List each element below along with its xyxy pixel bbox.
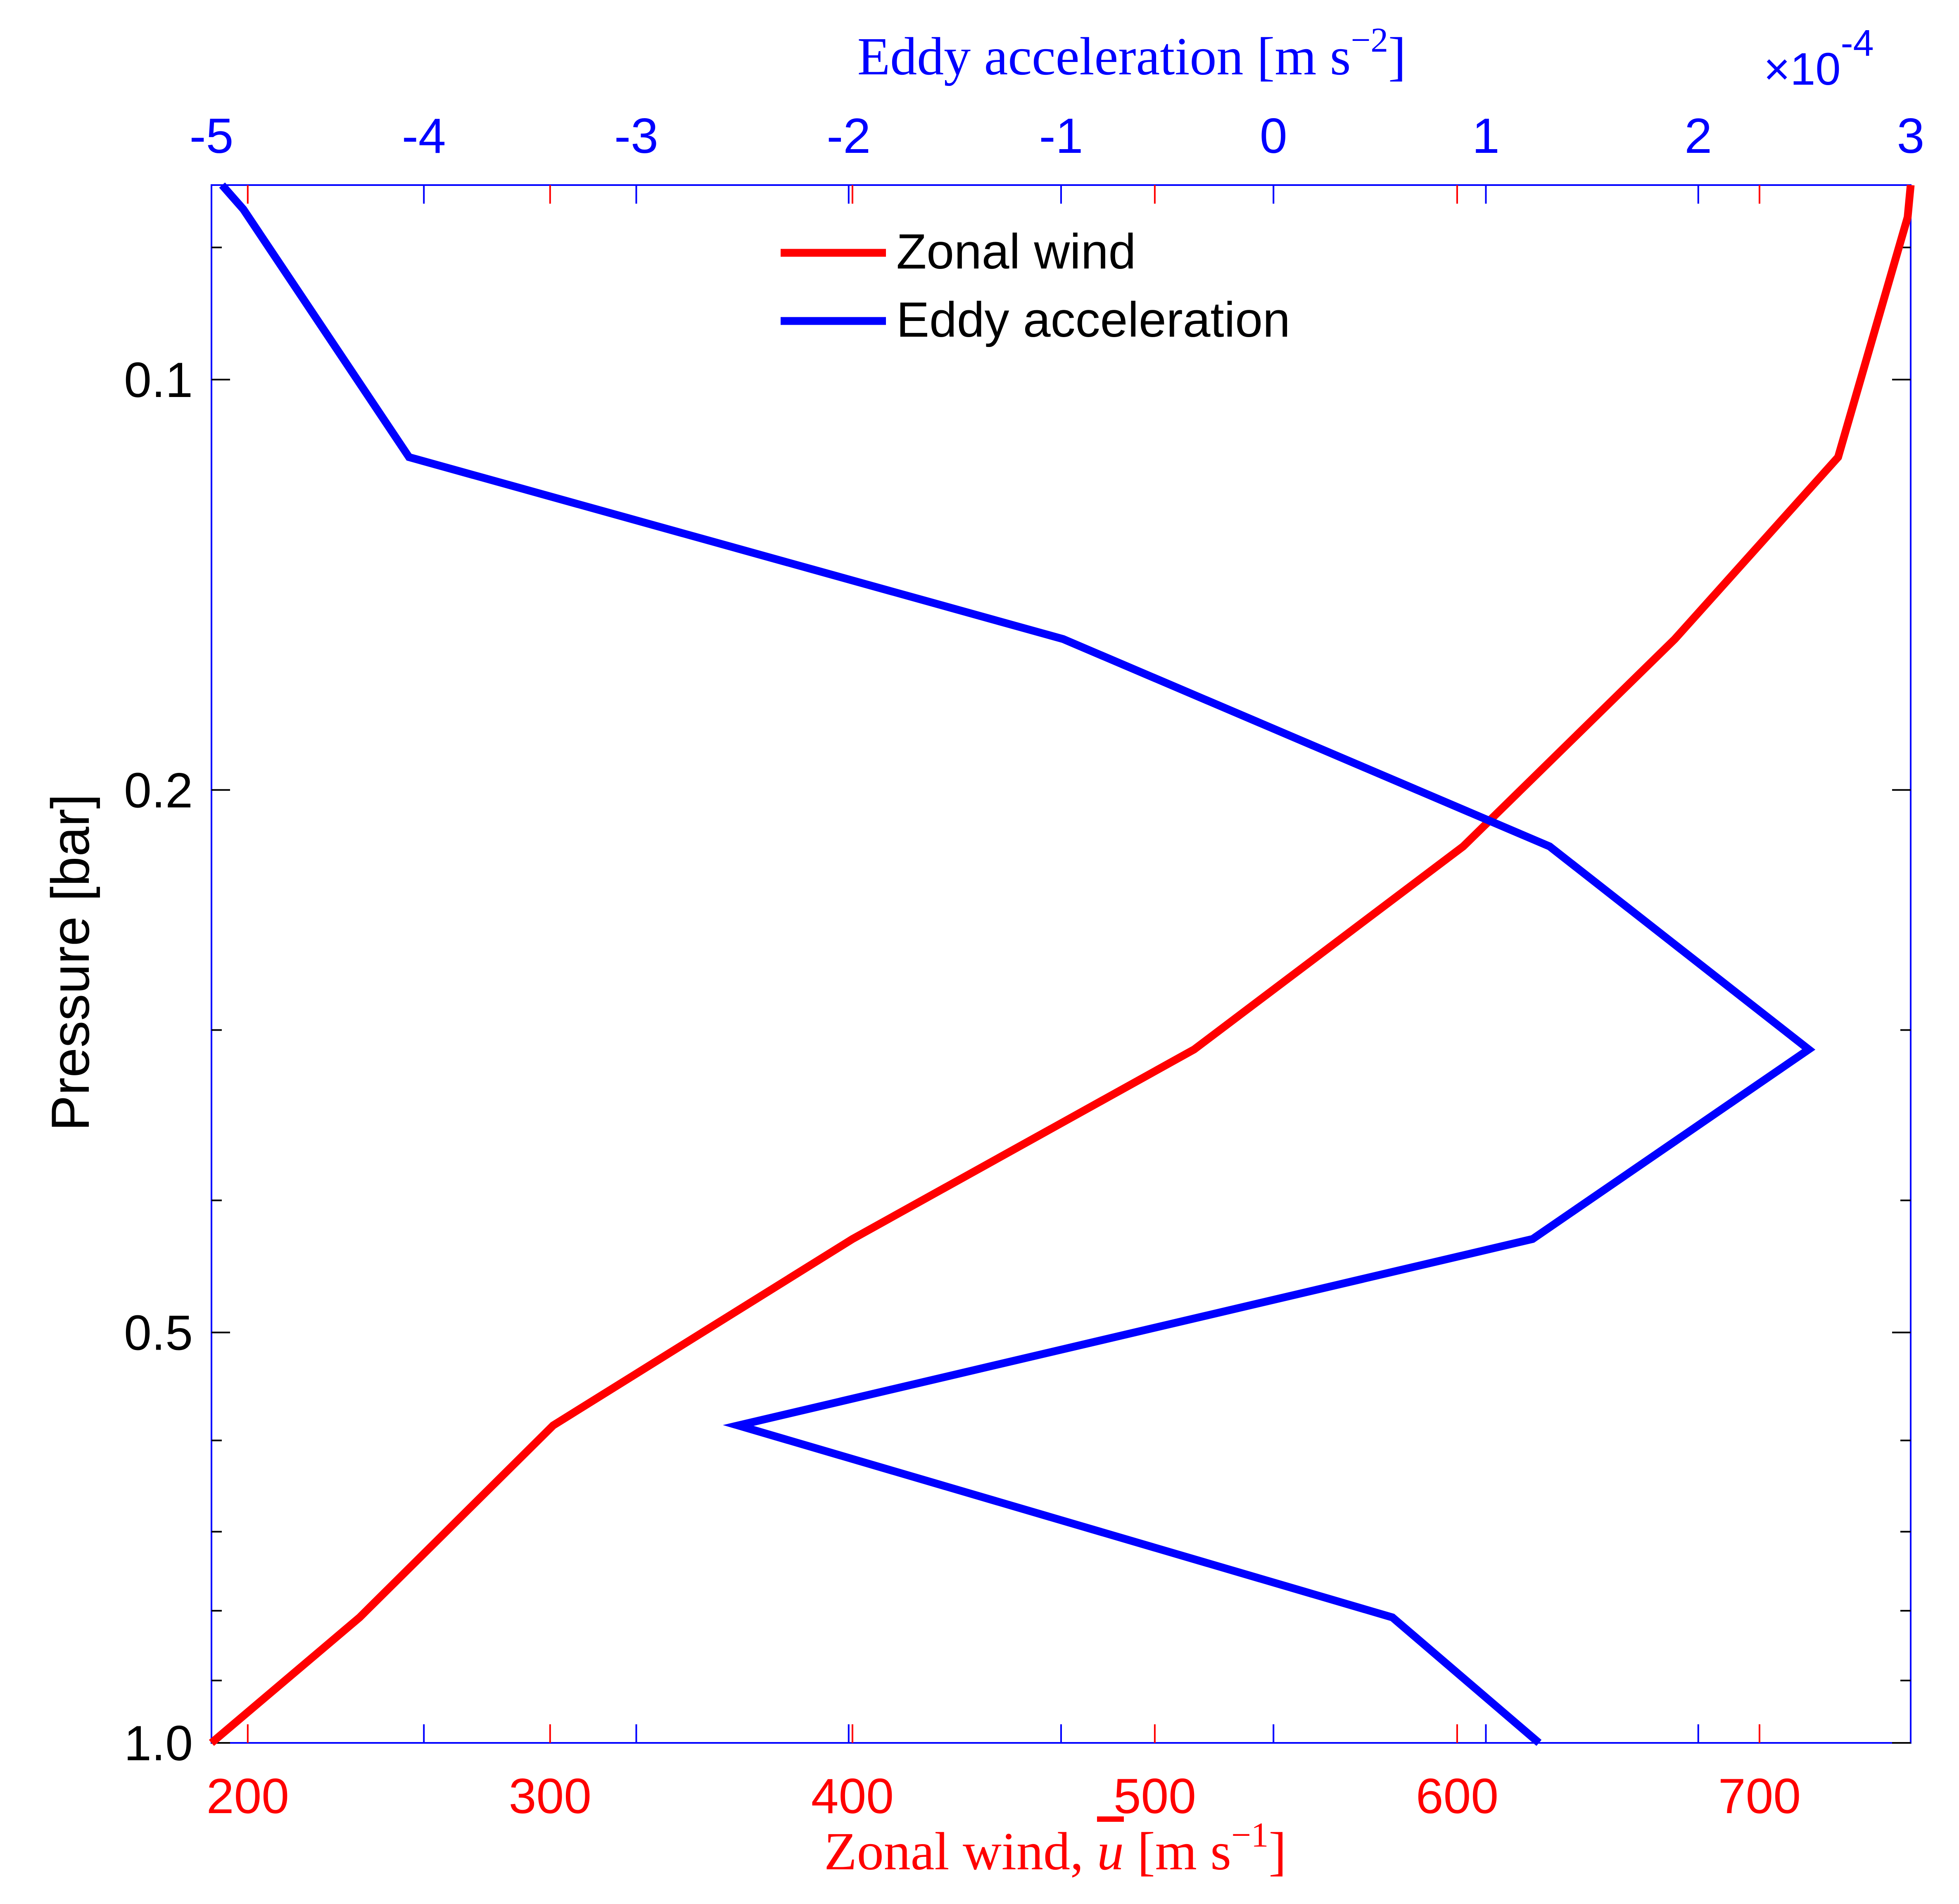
bottom-tick-label-300: 300 [509,1769,591,1824]
series-line-eddy-acceleration [219,182,1816,1746]
bottom-tick-label-400: 400 [811,1769,894,1824]
top-tick-label-5: 0 [1260,108,1287,164]
bottom-axis-title-symbol: u [1097,1822,1124,1881]
y-tick-label-3: 1.0 [124,1716,193,1771]
axis-tick-labels: 200 300 400 500 600 700 -5 -4 -3 -2 -1 0 1 2 3 0.1 0.2 0.… [124,108,1924,1824]
bottom-axis-title-close: ] [1268,1822,1286,1881]
y-tick-label-2: 0.5 [124,1305,193,1361]
top-axis-scale-prefix: ×10 [1764,44,1841,95]
top-axis-title-close: ] [1388,27,1406,86]
series-line-zonal-wind [209,185,1915,1746]
series-layer [209,182,1915,1746]
legend: Zonal wind Eddy acceleration [781,224,1290,347]
axis-ticks [211,185,1912,1744]
bottom-axis-title-units: [m s [1137,1822,1232,1881]
top-axis-title-exp: −2 [1351,21,1388,59]
top-tick-label-4: -1 [1039,108,1083,164]
y-tick-label-1: 0.2 [124,763,193,818]
bottom-axis-title-exp: −1 [1231,1816,1268,1854]
top-tick-label-2: -3 [614,108,658,164]
bottom-tick-label-600: 600 [1416,1769,1498,1824]
top-axis-scale-exp: -4 [1841,23,1874,64]
top-axis-title: Eddy acceleration [m s−2] [857,21,1406,86]
top-tick-label-8: 3 [1897,108,1925,164]
bottom-tick-label-200: 200 [207,1769,289,1824]
top-tick-label-0: -5 [190,108,234,164]
top-tick-label-1: -4 [402,108,446,164]
bottom-tick-label-700: 700 [1718,1769,1801,1824]
top-tick-label-6: 1 [1472,108,1500,164]
legend-label-zonal-wind: Zonal wind [896,224,1136,279]
bottom-axis-title: Zonal wind, u [m s−1] [824,1816,1286,1881]
top-axis-scale-factor: ×10-4 [1764,23,1874,95]
top-axis-title-main: Eddy acceleration [m s [857,27,1351,86]
top-tick-label-7: 2 [1684,108,1712,164]
legend-label-eddy-acceleration: Eddy acceleration [896,292,1290,347]
top-tick-label-3: -2 [826,108,871,164]
y-tick-label-0: 0.1 [124,352,193,408]
bottom-tick-label-500: 500 [1114,1769,1196,1824]
y-axis-title: Pressure [bar] [40,794,100,1131]
bottom-axis-title-prefix: Zonal wind, [824,1822,1083,1881]
